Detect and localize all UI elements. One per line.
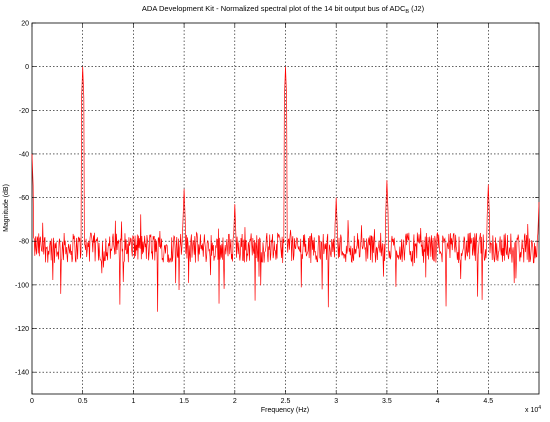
y-tick-label: 20 (21, 21, 29, 28)
y-axis-label: Magnitude (dB) (3, 184, 10, 232)
x-tick-label: 2 (233, 398, 237, 405)
y-tick-label: -20 (19, 108, 29, 115)
x-tick-label: 4.5 (483, 398, 493, 405)
y-tick-label: -140 (15, 370, 29, 377)
y-tick-label: -40 (19, 151, 29, 158)
y-axis-ticks: 20 0 -20 -40 -60 -80 -100 -120 -140 (15, 21, 539, 377)
chart-title: ADA Development Kit - Normalized spectra… (142, 4, 425, 15)
x-tick-label: 1.5 (179, 398, 189, 405)
x-axis-multiplier: x 104 (525, 405, 541, 414)
y-tick-label: 0 (25, 64, 29, 71)
x-tick-label: 2.5 (281, 398, 291, 405)
spectrum-trace (31, 66, 540, 312)
x-tick-label: 0 (30, 398, 34, 405)
x-tick-label: 1 (131, 398, 135, 405)
y-tick-label: -60 (19, 195, 29, 202)
y-tick-label: -120 (15, 326, 29, 333)
x-tick-label: 3 (334, 398, 338, 405)
y-tick-label: -100 (15, 282, 29, 289)
x-tick-label: 3.5 (382, 398, 392, 405)
y-tick-label: -80 (19, 239, 29, 246)
x-axis-label: Frequency (Hz) (261, 407, 309, 414)
title-subscript: B (405, 9, 409, 15)
x-axis-ticks: 0 0.5 1 1.5 2 2.5 3 3.5 4 4.5 (30, 23, 493, 405)
x-tick-label: 4 (436, 398, 440, 405)
series-layer (31, 66, 540, 312)
x-tick-label: 0.5 (78, 398, 88, 405)
